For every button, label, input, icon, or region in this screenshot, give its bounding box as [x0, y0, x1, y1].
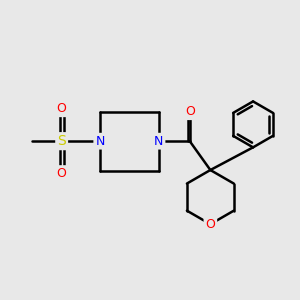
- Text: O: O: [57, 167, 67, 180]
- Text: N: N: [154, 135, 164, 148]
- Text: N: N: [95, 135, 105, 148]
- Text: O: O: [206, 218, 215, 231]
- Text: O: O: [185, 105, 195, 118]
- Text: O: O: [57, 102, 67, 115]
- Text: S: S: [57, 134, 66, 148]
